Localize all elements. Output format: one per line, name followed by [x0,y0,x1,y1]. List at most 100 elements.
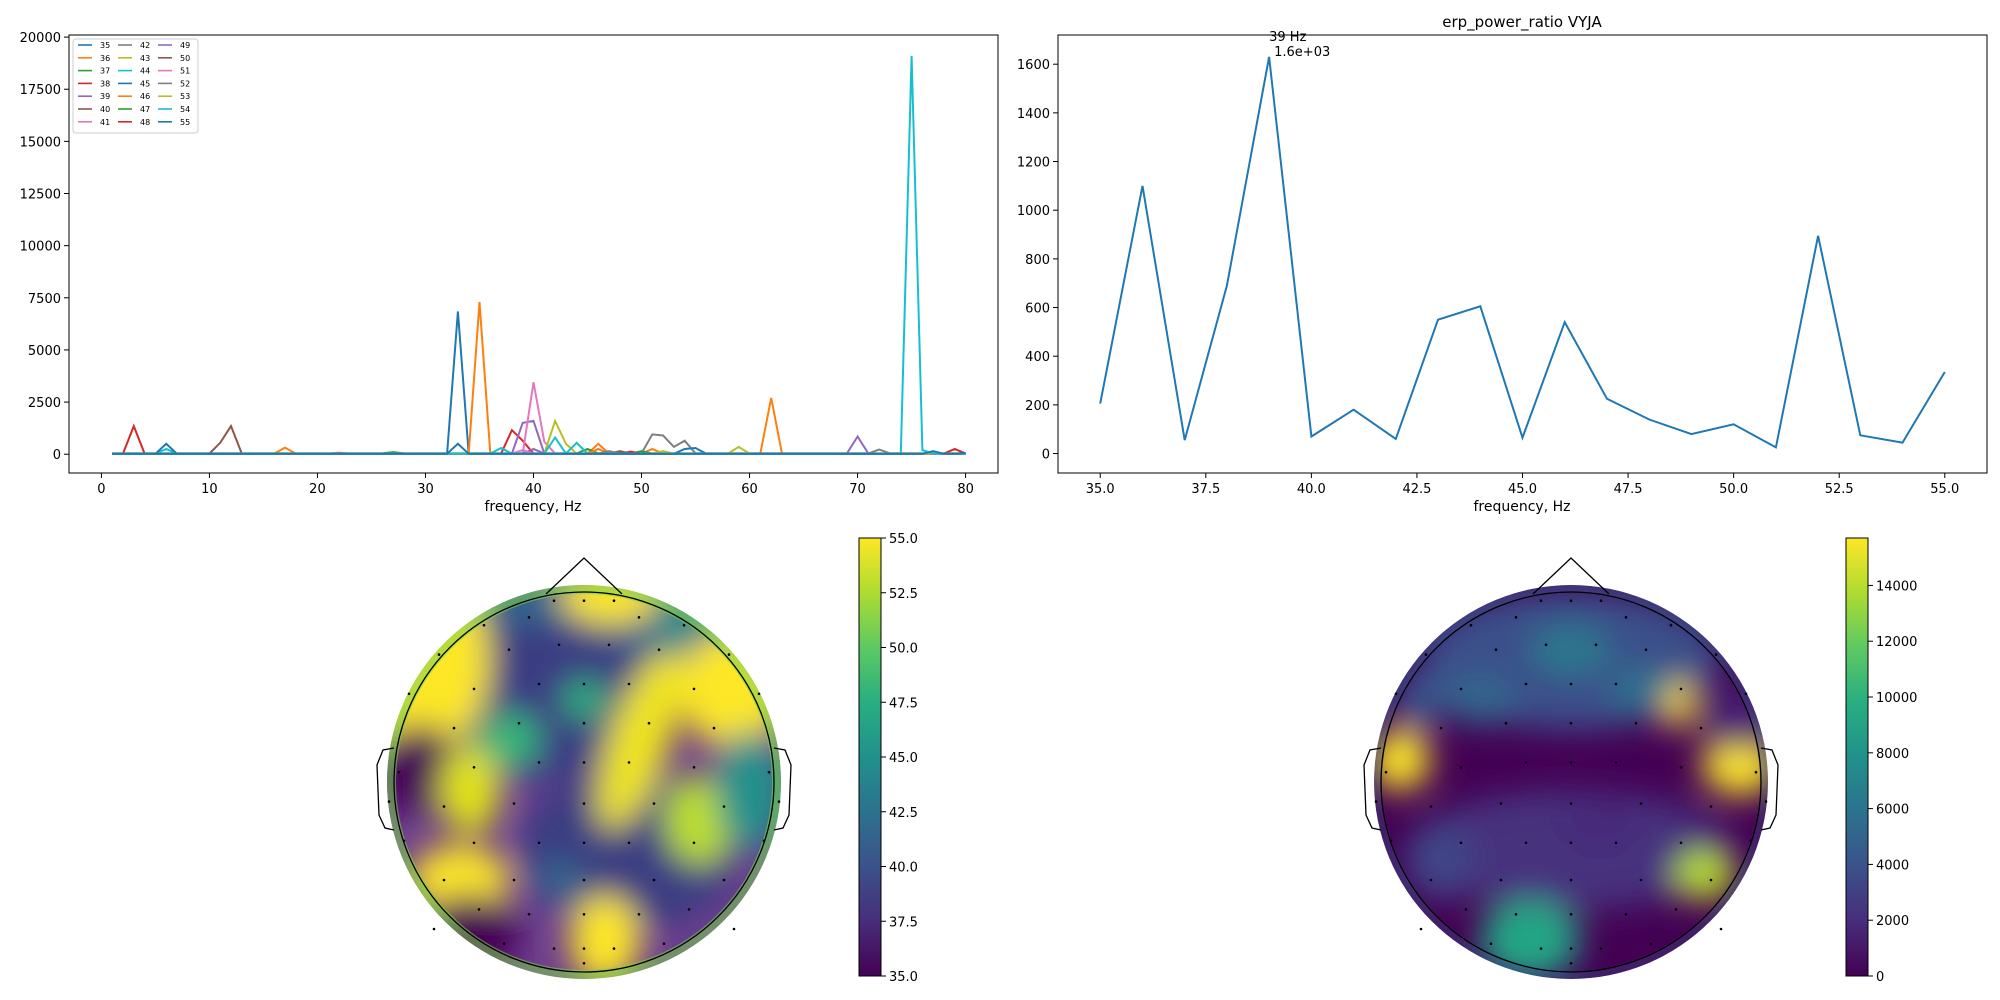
sensor-dot [613,599,616,602]
sensor-dot [583,879,586,882]
legend-label: 44 [140,67,150,76]
colorbar-tick-label: 50.0 [889,642,918,657]
colorbar-right [1846,538,1868,976]
sensor-dot [1750,840,1753,843]
sensor-dot [1570,599,1573,602]
ytick-label: 5000 [28,344,61,359]
sensor-dot [553,947,556,950]
legend-label: 43 [140,54,150,63]
sensor-dot [583,599,586,602]
sensor-dot [518,722,521,725]
sensor-dot [1710,879,1713,882]
sensor-dot [1755,771,1758,774]
colorbar-tick-label: 10000 [1876,691,1917,706]
ytick-label: 7500 [28,292,61,307]
topomap-left: 35.0 37.5 40.0 42.5 45.0 47.5 50.0 52.5 55.0 [350,532,918,985]
xtick-label: 45.0 [1508,482,1537,497]
sensor-dot [1625,616,1628,619]
sensor-dot [728,653,731,656]
ytick-label: 0 [1042,448,1050,463]
sensor-dot [763,840,766,843]
sensor-dot [1570,841,1573,844]
sensor-dot [1465,908,1468,911]
sensor-dot [1635,722,1638,725]
chart-a-legend: 3536373839404142434445464748495051525354… [73,39,198,133]
sensor-dot [1570,879,1573,882]
sensor-dot [1720,928,1723,931]
chart-b-annotation-value: 1.6e+03 [1274,45,1330,60]
xtick-label: 60 [741,482,758,497]
sensor-dot [1495,648,1498,651]
sensor-dot [628,841,631,844]
sensor-dot [398,771,401,774]
sensor-dot [583,913,586,916]
sensor-dot [663,942,666,945]
sensor-dot [638,913,641,916]
topomap-left-field [350,565,790,985]
sensor-dot [1715,653,1718,656]
sensor-dot [1645,648,1648,651]
sensor-dot [758,693,761,696]
sensor-dot [628,761,631,764]
sensor-dot [653,802,656,805]
sensor-dot [538,683,541,686]
ytick-label: 1400 [1017,107,1050,122]
chart-b-title: erp_power_ratio VYJA [1442,13,1602,32]
sensor-dot [723,805,726,808]
sensor-dot [513,802,516,805]
ytick-label: 800 [1025,253,1050,268]
legend-label: 47 [140,105,150,114]
sensor-dot [613,947,616,950]
sensor-dot [1600,947,1603,950]
sensor-dot [1525,841,1528,844]
colorbar-tick-label: 8000 [1876,747,1909,762]
sensor-dot [528,616,531,619]
xtick-label: 10 [201,482,218,497]
chart-a: 0 10 20 30 40 50 60 70 80 0 2500 5000 7500 10000 1250… [20,31,998,515]
colorbar-tick-label: 40.0 [889,861,918,876]
sensor-dot [1425,653,1428,656]
sensor-dot [403,840,406,843]
sensor-dot [1515,616,1518,619]
xtick-label: 50 [633,482,650,497]
sensor-dot [1640,802,1643,805]
sensor-dot [713,727,716,730]
topomap-right: 0 2000 4000 6000 8000 10000 12000 14000 [1364,538,1917,985]
colorbar-tick-label: 6000 [1876,803,1909,818]
sensor-dot [583,802,586,805]
sensor-dot [628,683,631,686]
sensor-dot [1570,913,1573,916]
sensor-dot [683,624,686,627]
xtick-label: 52.5 [1825,482,1854,497]
sensor-dot [1420,928,1423,931]
sensor-dot [1570,761,1573,764]
chart-b-annotation-freq: 39 Hz [1269,30,1306,45]
sensor-dot [1625,913,1628,916]
ytick-label: 12500 [20,188,61,203]
ytick-label: 2500 [28,396,61,411]
sensor-dot [1675,908,1678,911]
legend-label: 46 [140,92,150,101]
xtick-label: 80 [957,482,974,497]
sensor-dot [1570,947,1573,950]
legend-label: 52 [180,79,190,88]
legend-label: 53 [180,92,190,101]
ytick-label: 1000 [1017,204,1050,219]
chart-a-xlabel: frequency, Hz [485,499,582,515]
sensor-dot [508,648,511,651]
xtick-label: 55.0 [1930,482,1959,497]
sensor-dot [583,841,586,844]
sensor-dot [1515,913,1518,916]
sensor-dot [1500,879,1503,882]
ytick-label: 20000 [20,31,61,46]
sensor-dot [443,805,446,808]
ytick-label: 200 [1025,399,1050,414]
sensor-dot [443,879,446,882]
legend-label: 55 [180,118,190,127]
colorbar-tick-label: 37.5 [889,915,918,930]
legend-label: 42 [140,41,150,50]
sensor-dot [1540,947,1543,950]
sensor-dot [473,766,476,769]
sensor-dot [1640,879,1643,882]
